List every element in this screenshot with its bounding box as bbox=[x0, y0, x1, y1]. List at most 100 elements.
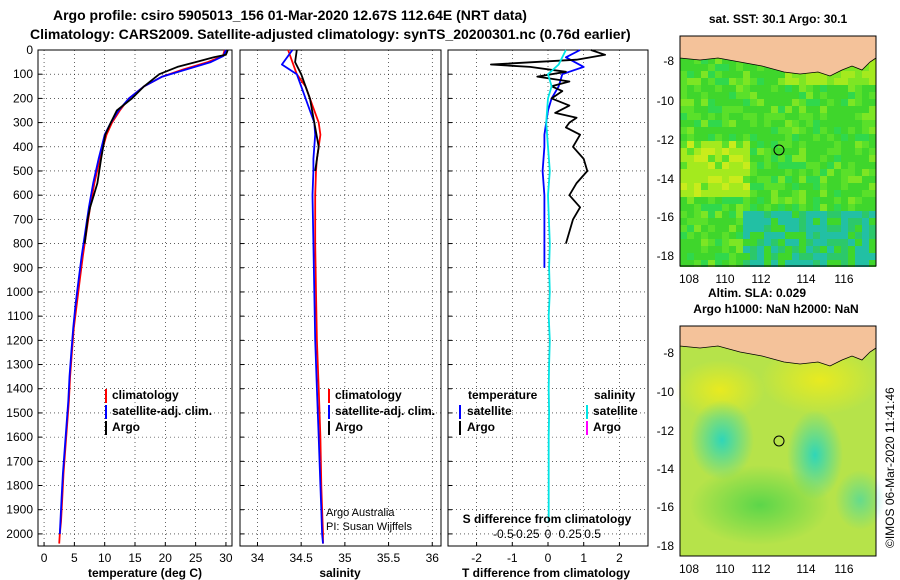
sst-cell bbox=[792, 183, 799, 190]
sst-cell bbox=[743, 253, 750, 260]
sst-cell bbox=[680, 246, 687, 253]
sst-cell bbox=[834, 85, 841, 92]
sst-cell bbox=[869, 260, 876, 267]
sst-cell bbox=[694, 260, 701, 267]
sst-cell bbox=[799, 204, 806, 211]
sst-cell bbox=[785, 85, 792, 92]
sst-cell bbox=[813, 211, 820, 218]
sst-cell bbox=[834, 176, 841, 183]
sst-cell bbox=[743, 71, 750, 78]
sst-cell bbox=[694, 169, 701, 176]
top-tick-label: -0.5 bbox=[493, 527, 514, 541]
sst-cell bbox=[708, 92, 715, 99]
sst-cell bbox=[722, 64, 729, 71]
sst-cell bbox=[848, 85, 855, 92]
sst-cell bbox=[869, 141, 876, 148]
sst-cell bbox=[792, 120, 799, 127]
sst-cell bbox=[750, 134, 757, 141]
sst-cell bbox=[757, 211, 764, 218]
sla-ytick: -18 bbox=[657, 539, 675, 553]
sst-cell bbox=[862, 134, 869, 141]
sst-cell bbox=[834, 218, 841, 225]
sst-cell bbox=[750, 127, 757, 134]
grid-layer bbox=[38, 49, 648, 546]
series-line-climatology bbox=[58, 49, 226, 544]
sst-cell bbox=[841, 197, 848, 204]
sst-cell bbox=[729, 155, 736, 162]
sst-cell bbox=[736, 176, 743, 183]
sst-cell bbox=[841, 169, 848, 176]
sst-cell bbox=[736, 148, 743, 155]
sst-cell bbox=[869, 204, 876, 211]
sst-cell bbox=[785, 78, 792, 85]
imos-stamp: ©IMOS 06-Mar-2020 11:41:46 bbox=[883, 387, 897, 548]
sst-cell bbox=[701, 239, 708, 246]
sst-cell bbox=[820, 162, 827, 169]
sst-cell bbox=[687, 134, 694, 141]
sst-cell bbox=[715, 232, 722, 239]
sst-cell bbox=[750, 106, 757, 113]
difference-legend: temperature salinity satellite Argo sate… bbox=[459, 388, 638, 435]
sst-cell bbox=[778, 120, 785, 127]
sla-map-title-2: Argo h1000: NaN h2000: NaN bbox=[693, 302, 858, 316]
sst-cell bbox=[820, 197, 827, 204]
sst-cell bbox=[736, 218, 743, 225]
sst-cell bbox=[708, 127, 715, 134]
sst-cell bbox=[820, 232, 827, 239]
sst-cell bbox=[680, 113, 687, 120]
sst-cell bbox=[813, 155, 820, 162]
sst-cell bbox=[869, 120, 876, 127]
sst-cell bbox=[729, 127, 736, 134]
sst-cell bbox=[729, 246, 736, 253]
legend-satellite-label: satellite-adj. clim. bbox=[335, 404, 435, 418]
sst-cell bbox=[687, 204, 694, 211]
sst-cell bbox=[806, 211, 813, 218]
sst-cell bbox=[701, 78, 708, 85]
sla-ytick: -8 bbox=[663, 346, 674, 360]
sst-cell bbox=[855, 218, 862, 225]
sst-cell bbox=[806, 106, 813, 113]
sst-cell bbox=[792, 260, 799, 267]
sst-ytick: -16 bbox=[657, 210, 675, 224]
sst-cell bbox=[715, 155, 722, 162]
sst-cell bbox=[848, 211, 855, 218]
sst-cell bbox=[855, 127, 862, 134]
sst-cell bbox=[834, 204, 841, 211]
legend-argo-label: Argo bbox=[112, 420, 140, 434]
sst-cell bbox=[799, 162, 806, 169]
sst-cell bbox=[771, 253, 778, 260]
sst-cell bbox=[750, 120, 757, 127]
sst-cell bbox=[785, 211, 792, 218]
sst-cell bbox=[771, 106, 778, 113]
sst-cell bbox=[862, 218, 869, 225]
sst-cell bbox=[694, 211, 701, 218]
sst-cell bbox=[736, 127, 743, 134]
sst-cell bbox=[771, 218, 778, 225]
sst-cell bbox=[834, 134, 841, 141]
sst-cell bbox=[855, 211, 862, 218]
sst-cell bbox=[687, 162, 694, 169]
sst-cell bbox=[848, 64, 855, 71]
sst-cell bbox=[792, 211, 799, 218]
sst-cell bbox=[680, 78, 687, 85]
sst-cell bbox=[722, 155, 729, 162]
temperature-xlabel: temperature (deg C) bbox=[88, 566, 202, 580]
sst-cell bbox=[757, 225, 764, 232]
sst-cell bbox=[792, 85, 799, 92]
x-tick-label: 2 bbox=[616, 551, 623, 565]
sst-cell bbox=[701, 253, 708, 260]
sst-cell bbox=[750, 92, 757, 99]
sst-cell bbox=[764, 120, 771, 127]
sst-cell bbox=[736, 120, 743, 127]
sst-cell bbox=[799, 141, 806, 148]
sst-cell bbox=[799, 85, 806, 92]
sst-cell bbox=[813, 127, 820, 134]
sst-cell bbox=[827, 260, 834, 267]
sst-cell bbox=[841, 246, 848, 253]
temperature-legend: climatology satellite-adj. clim. Argo bbox=[105, 388, 212, 435]
sst-cell bbox=[722, 190, 729, 197]
sst-cell bbox=[862, 141, 869, 148]
sst-cell bbox=[701, 204, 708, 211]
sst-cell bbox=[827, 253, 834, 260]
sst-cell bbox=[771, 71, 778, 78]
